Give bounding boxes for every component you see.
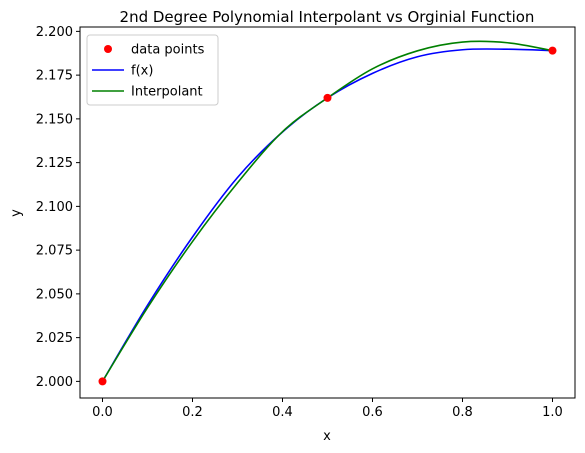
legend-label: f(x) — [131, 64, 153, 79]
data-point — [98, 377, 107, 386]
legend-box — [86, 34, 219, 106]
legend-label: Interpolant — [131, 85, 203, 100]
y-tick-label: 2.125 — [36, 156, 73, 171]
legend: data points f(x) Interpolant — [86, 34, 219, 106]
data-point — [548, 46, 557, 55]
legend-marker — [104, 45, 112, 53]
y-axis-label: y — [9, 209, 24, 217]
y-tick-label: 2.100 — [36, 200, 73, 215]
x-tick-label: 0.6 — [362, 405, 383, 420]
y-tick-label: 2.175 — [36, 69, 73, 84]
x-tick-label: 0.0 — [92, 405, 113, 420]
y-axis: 2.000 2.025 2.050 2.075 2.100 2.125 2.150 2.175… — [36, 25, 80, 390]
y-tick-label: 2.075 — [36, 244, 73, 259]
x-tick-label: 1.0 — [542, 405, 563, 420]
data-point — [323, 93, 332, 102]
y-tick-label: 2.150 — [36, 112, 73, 127]
series-points — [98, 46, 557, 386]
series-line-interpolant — [101, 40, 553, 382]
x-tick-label: 0.4 — [272, 405, 293, 420]
chart-title: 2nd Degree Polynomial Interpolant vs Org… — [120, 8, 535, 26]
x-axis-label: x — [323, 429, 331, 444]
y-tick-label: 2.050 — [36, 287, 73, 302]
x-axis: 0.0 0.2 0.4 0.6 0.8 1.0 — [92, 398, 563, 420]
x-tick-label: 0.8 — [452, 405, 473, 420]
y-tick-label: 2.025 — [36, 331, 73, 346]
x-tick-label: 0.2 — [182, 405, 203, 420]
plot-area-frame — [79, 26, 576, 399]
legend-label: data points — [131, 43, 205, 58]
series-lines — [101, 40, 553, 382]
y-tick-label: 2.000 — [36, 375, 73, 390]
y-tick-label: 2.200 — [36, 25, 73, 40]
